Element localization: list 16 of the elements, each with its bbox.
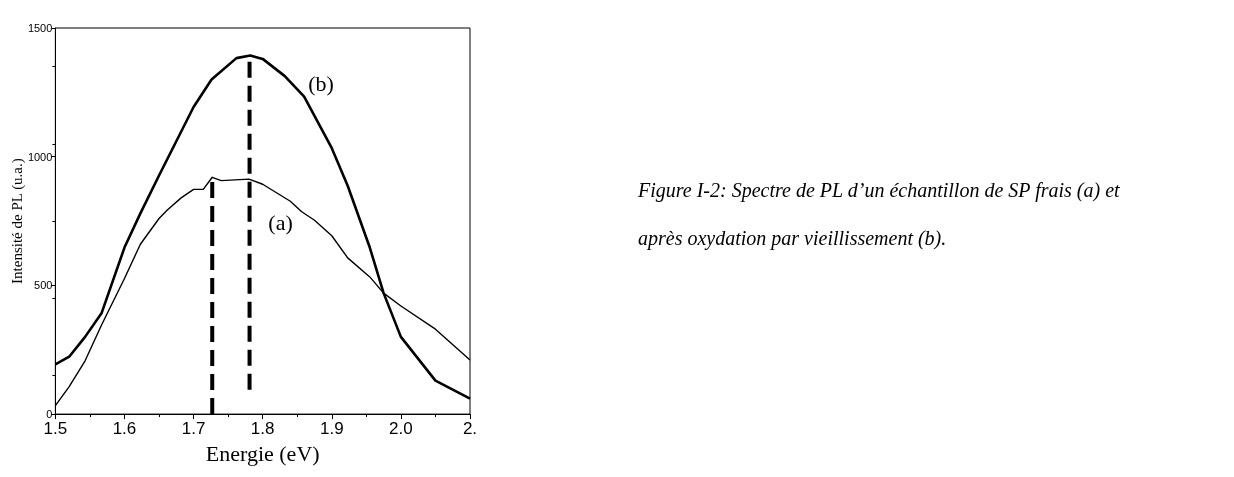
x-tick-label: 2.0 [389, 419, 413, 439]
x-tick-label: 1.9 [319, 419, 344, 439]
x-axis-title: Energie (eV) [205, 440, 320, 466]
x-tick-label: 1.5 [43, 419, 68, 439]
y-axis-title: Intensité de PL (u.a.) [8, 158, 26, 284]
text: Figure I-2: Spectre de PL d’un échantillon de SP frais (a) et après oxydation par vieillissement (b). [638, 179, 1120, 249]
y-tick-label: 500 [34, 279, 53, 292]
x-tick-label: 1.6 [112, 419, 137, 439]
x-tick-label: 1.7 [181, 419, 206, 439]
x-tick-label: 1.8 [250, 419, 275, 439]
y-tick-label: 0 [46, 408, 53, 421]
x-tick-label: 2. [462, 419, 478, 439]
y-tick-label: 1000 [27, 150, 53, 163]
series-label: (a) [268, 209, 293, 235]
y-tick-label: 1500 [27, 22, 53, 34]
series-label: (b) [308, 71, 334, 97]
